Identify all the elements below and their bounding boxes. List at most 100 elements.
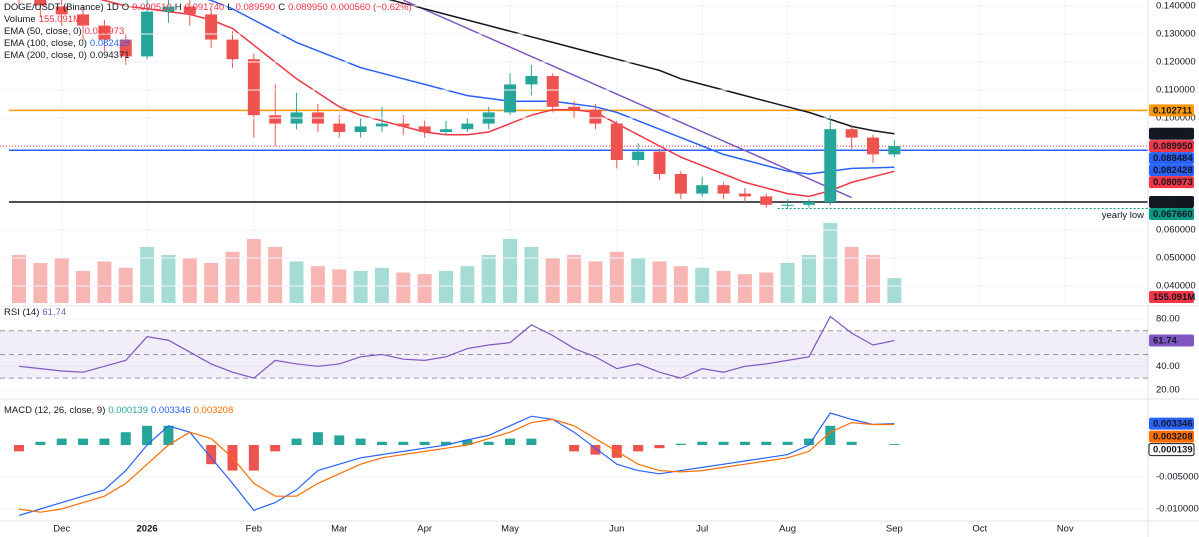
volume-bar [140,247,155,303]
label: Volume [4,14,36,25]
volume-bar [673,266,688,303]
label: EMA (100, close, 0) [4,38,87,49]
ema-line [388,0,895,135]
macd-hist [355,438,366,445]
macd-hist [56,438,67,445]
y-tick-label: -0.010000 [1156,504,1199,515]
trendline [402,0,852,199]
candle-body [589,109,602,124]
ohlc: 0.089950 [288,2,328,13]
macd-hist [889,444,900,445]
ohlc: 0.089590 [235,2,276,13]
label: EMA (200, close, 0) [4,50,87,61]
macd-hist [761,441,772,445]
macd-hist [35,441,46,445]
volume-bar [161,255,176,303]
candle-body [610,123,623,160]
macd-hist [505,438,516,445]
macd-hist [590,444,601,455]
candle-body [845,129,858,138]
macd-hist [569,444,580,452]
ohlc: L [227,2,233,13]
macd-hist [142,425,153,445]
price-tag [1148,443,1195,457]
volume-bar [76,271,91,303]
macd-hist [483,441,494,445]
volume-bar [182,258,197,303]
legend-ema: EMA (50, close, 0) 0.080973 [4,26,127,38]
x-tick-label: Apr [417,524,432,535]
candle-body [333,123,346,132]
candle-body [119,39,132,57]
volume-bar [353,271,368,303]
macd-hist [291,438,302,445]
volume-bar [97,261,112,303]
y-tick-label: 0.060000 [1156,225,1196,236]
candle-body [504,84,517,113]
legend-volume: Volume 155.091M [4,14,84,26]
volume-bar [12,255,26,303]
macd-hist [782,441,793,445]
candle-body [162,6,175,12]
x-tick-label: Jun [609,524,624,535]
macd-hist [846,441,857,445]
x-tick-label: Dec [53,524,70,535]
candle-body [226,39,239,60]
value: 0.080973 [84,26,125,37]
candle-body [717,185,730,194]
price-tag [1149,140,1194,153]
macd-hist [739,441,750,445]
y-tick-label: 0.100000 [1156,113,1196,124]
macd-hist [441,441,451,445]
volume-bar [374,267,389,303]
value: 61.74 [42,307,67,318]
volume-bar [545,258,560,303]
y-tick-label: 40.00 [1156,361,1180,372]
y-tick-label: 0.050000 [1156,253,1196,264]
candle-body [696,185,709,194]
price-tag [1149,207,1194,220]
macd-hist [419,441,430,445]
candle-body [375,123,388,127]
price-tag-label: 0.102711 [1153,105,1193,116]
volume-bar [737,274,752,303]
volume-bar [204,263,219,303]
volume-bar [33,263,48,303]
price-tag [1149,176,1194,189]
interval: 1D [106,2,119,13]
x-tick-label: Oct [972,524,987,535]
symbol: DOGE/USDT (Binance) [4,2,104,13]
volume-bar [310,266,325,303]
y-tick-label: 0.110000 [1156,85,1195,96]
macd-hist [248,444,259,471]
candle-body [98,25,111,40]
x-tick-label: Feb [246,524,262,535]
x-tick-label: Aug [779,524,796,535]
label: RSI (14) [4,307,40,318]
candle-body [525,76,538,85]
price-tag [1149,195,1194,208]
candle-body [354,126,367,132]
volume-bar [866,255,880,303]
volume-bar [460,266,475,303]
volume-bar [652,261,667,303]
candle-body [760,196,773,205]
x-tick-label: Mar [331,524,347,535]
macd-hist [675,443,686,445]
volume-bar [246,239,261,303]
candle-body [888,146,901,155]
volume-bar [289,261,304,303]
candle-body [397,123,410,127]
legend-ema: EMA (200, close, 0) 0.094371 [4,50,133,62]
y-tick-label: 0.120000 [1156,57,1196,68]
candle-body [802,201,815,205]
value: 0.003346 [151,405,191,416]
signal-line [18,418,895,513]
volume-bar [801,255,816,303]
volume-bar [631,258,646,303]
ohlc: H [174,2,182,13]
macd-line [18,412,895,516]
macd-hist [654,444,665,449]
